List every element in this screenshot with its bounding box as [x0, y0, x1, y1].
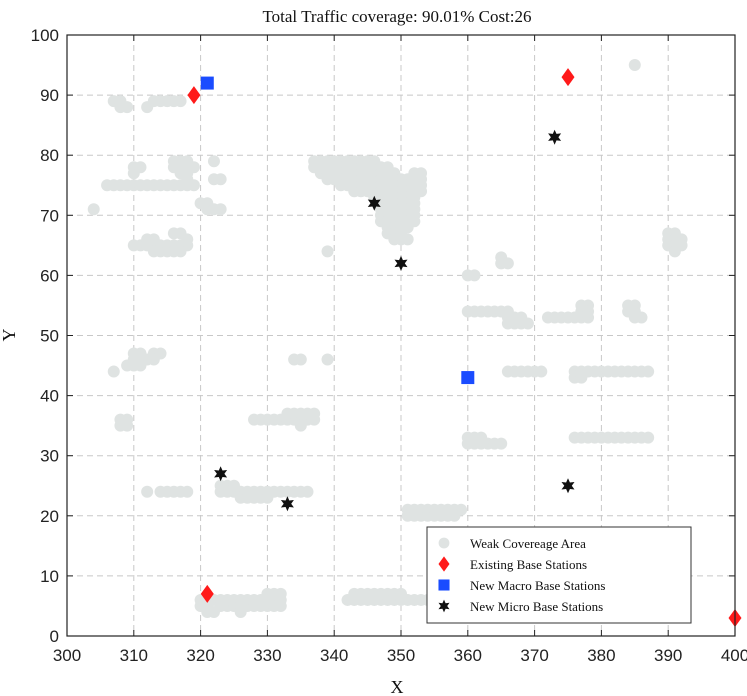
axis-ticks: 300 310 320 330 340 350 360 370 380 390 400 0 10 20 30…: [31, 26, 747, 665]
y-tick-label: 10: [40, 567, 59, 586]
weak-coverage-point: [214, 203, 227, 216]
weak-coverage-point: [401, 233, 414, 246]
weak-coverage-point: [535, 365, 548, 378]
weak-coverage-point: [147, 233, 160, 246]
weak-coverage-point: [395, 587, 407, 600]
y-tick-label: 50: [40, 327, 59, 346]
micro-station-point: [280, 496, 294, 512]
station-series: [187, 68, 742, 627]
weak-coverage-point: [668, 245, 681, 258]
legend-label: New Micro Base Stations: [470, 599, 603, 614]
x-tick-label: 350: [387, 646, 415, 665]
weak-coverage-point: [274, 599, 287, 612]
legend-box: [426, 526, 692, 624]
weak-coverage-point: [301, 485, 314, 498]
y-tick-label: 40: [40, 387, 59, 406]
weak-coverage-point: [154, 347, 167, 360]
weak-coverage-point: [181, 485, 194, 498]
y-tick-label: 30: [40, 447, 59, 466]
existing-station-point: [561, 68, 575, 87]
legend-item-micro: New Micro Base Stations: [438, 599, 603, 614]
x-tick-label: 330: [253, 646, 281, 665]
legend-item-existing: Existing Base Stations: [438, 556, 587, 572]
weak-coverage-point: [234, 605, 247, 618]
y-tick-label: 100: [31, 26, 59, 45]
weak-coverage-point: [308, 407, 321, 420]
existing-station-point: [187, 86, 201, 105]
y-tick-label: 0: [50, 627, 59, 646]
x-tick-label: 320: [186, 646, 214, 665]
weak-coverage-point: [628, 59, 641, 72]
weak-coverage-point: [575, 299, 588, 312]
weak-coverage-point: [261, 491, 274, 504]
weak-coverage-point: [321, 353, 334, 366]
legend-marker: [438, 537, 450, 549]
x-tick-label: 310: [120, 646, 148, 665]
weak-coverage-point: [174, 95, 187, 108]
y-tick-label: 70: [40, 206, 59, 225]
x-tick-label: 400: [721, 646, 747, 665]
weak-coverage-point: [141, 101, 154, 114]
micro-station-point: [394, 255, 408, 271]
legend-item-macro: New Macro Base Stations: [438, 578, 605, 593]
weak-coverage-point: [495, 437, 508, 450]
weak-coverage-point: [181, 155, 194, 168]
chart-title: Total Traffic coverage: 90.01% Cost:26: [262, 7, 531, 26]
weak-coverage-point: [321, 245, 334, 258]
weak-coverage-point: [575, 371, 588, 384]
micro-station-point: [214, 466, 228, 482]
weak-coverage-point: [207, 605, 220, 618]
weak-coverage-point: [448, 509, 461, 522]
micro-station-point: [367, 195, 381, 211]
weak-coverage-point: [274, 587, 287, 600]
weak-coverage-point: [521, 317, 534, 330]
x-tick-label: 300: [53, 646, 81, 665]
x-tick-label: 360: [454, 646, 482, 665]
y-tick-label: 90: [40, 86, 59, 105]
weak-coverage-point: [642, 431, 655, 444]
existing-station-point: [200, 584, 214, 603]
x-tick-label: 340: [320, 646, 348, 665]
weak-coverage-point: [107, 365, 120, 378]
weak-coverage-point: [134, 161, 147, 174]
weak-coverage-point: [87, 203, 100, 216]
weak-coverage-point: [294, 353, 307, 366]
weak-coverage-point: [181, 233, 194, 246]
weak-coverage-point: [121, 419, 134, 432]
macro-station-point: [200, 76, 214, 90]
y-tick-label: 80: [40, 146, 59, 165]
weak-coverage-point: [141, 485, 154, 498]
weak-coverage-point: [294, 419, 307, 432]
macro-station-point: [461, 371, 475, 385]
x-axis-label: X: [391, 677, 404, 696]
weak-coverage-point: [134, 347, 147, 360]
y-tick-label: 60: [40, 266, 59, 285]
micro-station-point: [561, 478, 575, 494]
legend-label: Existing Base Stations: [470, 557, 587, 572]
x-tick-label: 370: [520, 646, 548, 665]
x-tick-label: 390: [654, 646, 682, 665]
weak-coverage-point: [214, 173, 227, 186]
legend-item-weak-coverage: Weak Covereage Area: [438, 536, 586, 551]
micro-station-point: [548, 129, 562, 145]
weak-coverage-point: [207, 155, 220, 168]
weak-coverage-point: [181, 173, 194, 186]
x-tick-label: 380: [587, 646, 615, 665]
weak-coverage-point: [642, 365, 655, 378]
legend-label: Weak Covereage Area: [470, 536, 586, 551]
legend-label: New Macro Base Stations: [470, 578, 605, 593]
legend-marker: [438, 579, 450, 591]
y-tick-label: 20: [40, 507, 59, 526]
weak-coverage-point: [635, 311, 648, 324]
legend-marker: [438, 599, 450, 613]
legend-marker: [438, 556, 450, 572]
y-axis-label: Y: [0, 329, 19, 342]
weak-coverage-point: [468, 269, 481, 282]
legend: Weak Covereage Area Existing Base Station…: [426, 526, 692, 624]
weak-coverage-point: [174, 245, 187, 258]
weak-coverage-point: [228, 479, 240, 492]
weak-coverage-point: [501, 257, 514, 270]
weak-coverage-point: [114, 101, 127, 114]
